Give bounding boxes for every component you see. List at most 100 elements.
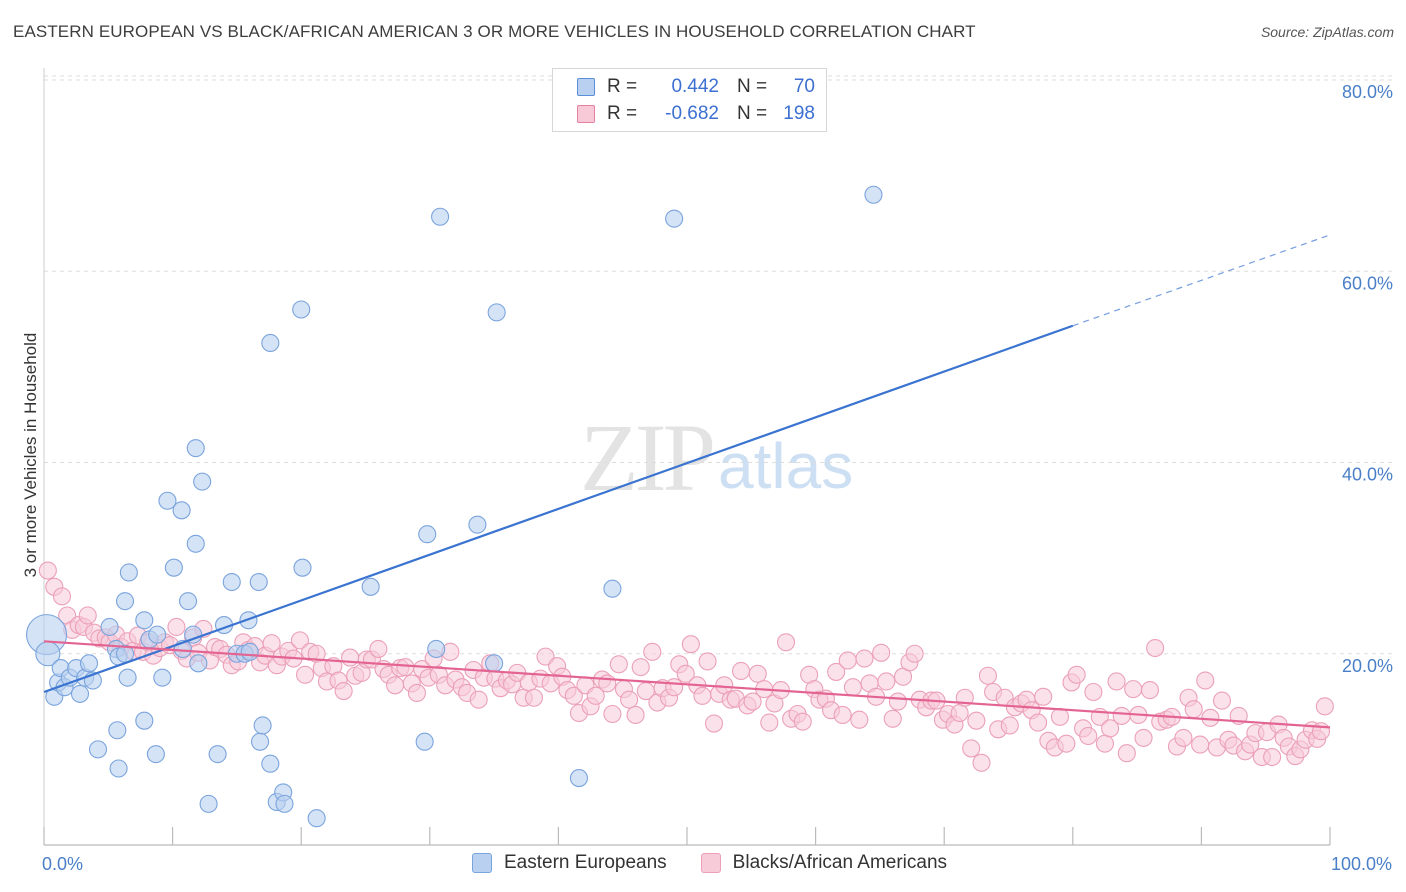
- gridlines: [44, 75, 1392, 655]
- blacks-point: [1184, 700, 1203, 719]
- blacks-point: [167, 617, 186, 637]
- blacks-point: [1067, 665, 1086, 684]
- eastern-point: [186, 534, 205, 553]
- legend-r-label: R =: [607, 76, 638, 97]
- blacks-points-layer: [38, 561, 1334, 772]
- blacks-point: [888, 692, 907, 711]
- blacks-point: [1050, 707, 1069, 726]
- eastern-point: [172, 501, 191, 520]
- blacks-point: [743, 692, 762, 711]
- blacks-point: [827, 662, 846, 681]
- blacks-point: [776, 633, 796, 652]
- legend-r-value: 0.442: [671, 76, 719, 97]
- blacks-point: [1196, 671, 1215, 690]
- blacks-point: [1140, 681, 1160, 700]
- blacks-point: [665, 678, 684, 697]
- blacks-point: [1263, 747, 1282, 767]
- blacks-point: [598, 674, 617, 693]
- legend-row-blacks: R = -0.682 N = 198: [577, 102, 815, 126]
- blacks-trendline: [43, 640, 1331, 729]
- legend-swatch-blacks: [577, 105, 595, 123]
- blacks-point: [1112, 706, 1131, 725]
- eastern-point: [146, 745, 165, 764]
- y-tick-label-40: 40.0%: [1342, 465, 1393, 485]
- blacks-point: [676, 664, 695, 683]
- eastern-point: [361, 577, 380, 596]
- blacks-point: [681, 635, 700, 654]
- blacks-point: [967, 711, 986, 730]
- chart-source: Source: ZipAtlas.com: [1260, 24, 1394, 40]
- eastern-point: [487, 303, 506, 322]
- eastern-point: [186, 439, 205, 458]
- trendlines: [43, 234, 1331, 729]
- bottom-legend-eastern: Eastern Europeans: [472, 852, 667, 874]
- legend-r-value: -0.682: [665, 103, 719, 124]
- blacks-point: [793, 712, 812, 731]
- blacks-point: [564, 686, 583, 705]
- eastern-point: [261, 754, 280, 773]
- eastern-point: [569, 769, 589, 788]
- y-tick-label-20: 20.0%: [1342, 656, 1393, 676]
- y-tick-label-60: 60.0%: [1342, 273, 1393, 293]
- eastern-point: [307, 809, 326, 828]
- legend-row-eastern: R = 0.442 N = 70: [577, 75, 815, 99]
- legend-n-label: N =: [737, 103, 768, 124]
- blacks-point: [1212, 691, 1232, 710]
- legend-swatch-eastern: [577, 78, 595, 96]
- blacks-point: [1191, 735, 1210, 754]
- blacks-point: [760, 713, 779, 732]
- eastern-points-layer: [26, 185, 883, 828]
- blacks-point: [1000, 716, 1019, 735]
- eastern-point: [158, 491, 177, 510]
- blacks-point: [833, 705, 852, 725]
- eastern-point: [418, 525, 437, 544]
- blacks-point: [341, 648, 360, 667]
- eastern-point: [253, 716, 272, 735]
- eastern-trendline: [43, 324, 1074, 694]
- legend-n-value: 70: [793, 76, 815, 97]
- blacks-point: [1101, 719, 1120, 738]
- eastern-point: [109, 759, 128, 778]
- x-tick-label-100: 100.0%: [1331, 854, 1392, 874]
- y-axis-title: 3 or more Vehicles in Household: [21, 333, 40, 578]
- watermark-atlas: atlas: [718, 430, 853, 502]
- watermark: ZIP atlas: [580, 404, 853, 511]
- blacks-point: [855, 649, 874, 668]
- blacks-point: [704, 714, 724, 733]
- blacks-point: [1095, 734, 1114, 753]
- bottom-legend-blacks: Blacks/African Americans: [700, 852, 948, 874]
- bottom-legend-swatch-blacks: [700, 853, 721, 873]
- eastern-point: [249, 572, 268, 592]
- eastern-point: [250, 732, 270, 751]
- eastern-point: [193, 472, 212, 491]
- eastern-point: [135, 611, 154, 630]
- bottom-legend: Eastern Europeans Blacks/African America…: [472, 852, 981, 874]
- eastern-point: [118, 668, 137, 687]
- eastern-point: [222, 572, 241, 592]
- blacks-point: [962, 739, 981, 758]
- blacks-point: [586, 686, 605, 705]
- eastern-point: [261, 333, 280, 353]
- blacks-point: [396, 658, 415, 677]
- blacks-point: [603, 704, 622, 724]
- blacks-point: [1311, 722, 1331, 741]
- blacks-point: [290, 631, 309, 650]
- blacks-point: [620, 690, 639, 709]
- blacks-point: [1124, 680, 1143, 699]
- eastern-point: [427, 639, 446, 659]
- eastern-point: [240, 642, 259, 661]
- eastern-point: [485, 654, 504, 673]
- blacks-point: [469, 690, 488, 709]
- eastern-point: [665, 209, 684, 228]
- blacks-point: [78, 606, 97, 625]
- chart-title: EASTERN EUROPEAN VS BLACK/AFRICAN AMERIC…: [13, 22, 976, 41]
- blacks-point: [978, 666, 997, 685]
- blacks-point: [334, 681, 353, 701]
- blacks-point: [631, 658, 650, 677]
- eastern-point: [178, 592, 198, 611]
- eastern-point: [148, 625, 167, 644]
- eastern-point: [88, 740, 108, 759]
- bottom-legend-label-blacks: Blacks/African Americans: [732, 852, 948, 873]
- blacks-point: [883, 709, 902, 728]
